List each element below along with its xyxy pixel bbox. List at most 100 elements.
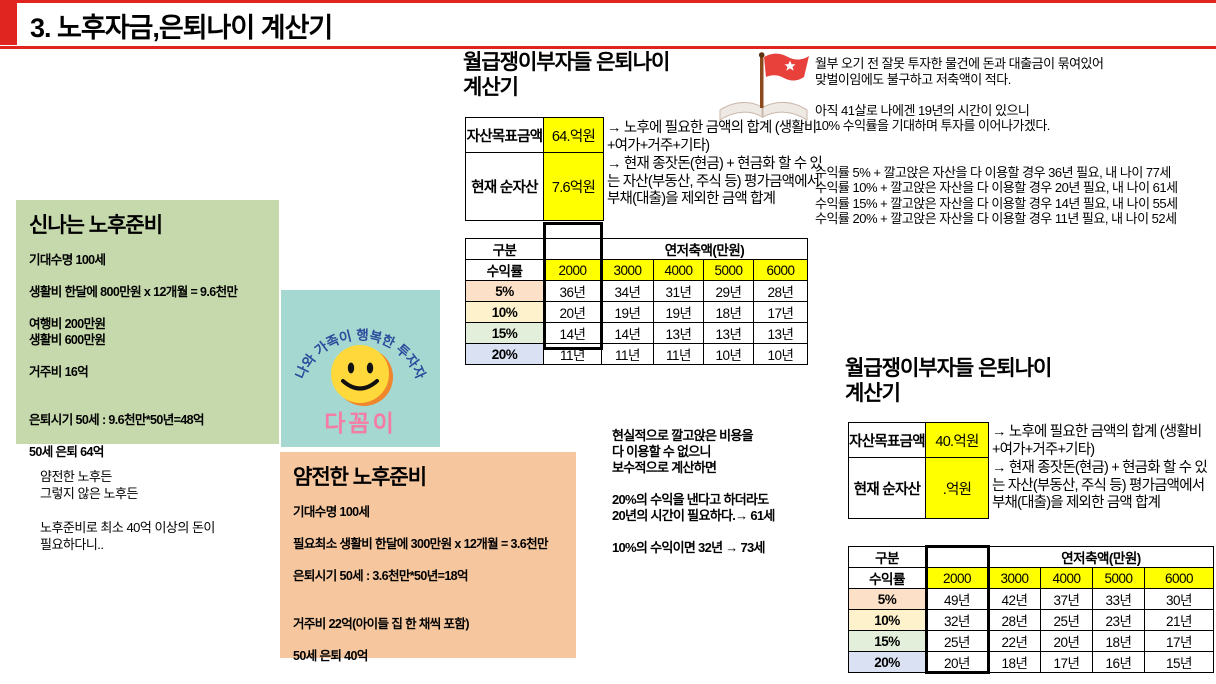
year-cell[interactable]: 14년	[543, 322, 602, 344]
text-line: 50세 은퇴 64억	[29, 445, 104, 459]
savings-col-header[interactable]: 3000	[601, 259, 654, 281]
year-cell[interactable]: 28년	[988, 609, 1041, 631]
text-line: 현실적으로 깔고앉은 비용을	[612, 428, 754, 443]
smiley-face-icon	[331, 345, 393, 406]
year-cell[interactable]: 16년	[1092, 651, 1145, 673]
text-line	[293, 632, 563, 648]
text-line: 은퇴시기 50세 : 9.6천만*50년=48억	[29, 413, 205, 427]
page-title: 3. 노후자금,은퇴나이 계산기	[30, 13, 333, 43]
asset-goal-label: 자산목표금액	[465, 117, 544, 153]
savings-col-header[interactable]: 2000	[543, 259, 602, 281]
calc2-title-line2: 계산기	[845, 382, 901, 405]
year-cell[interactable]: 28년	[753, 280, 808, 302]
savings-years-table-2: 구분 연저축액(만원) 수익률 2000 3000 4000 5000 6000…	[848, 546, 1214, 673]
year-cell[interactable]: 37년	[1040, 588, 1093, 610]
year-cell[interactable]: 22년	[988, 630, 1041, 652]
year-cell[interactable]: 17년	[1040, 651, 1093, 673]
savings-col-header[interactable]: 2000	[925, 567, 989, 589]
selected-empty-cell[interactable]	[925, 546, 989, 568]
text-line: 얌전한 노후든	[40, 469, 112, 484]
text-line	[293, 600, 563, 616]
year-cell[interactable]: 20년	[925, 651, 989, 673]
calc1-asset-table: 자산목표금액 64.억원 현재 순자산 7.6억원	[465, 117, 604, 221]
text-line	[40, 502, 290, 519]
savings-col-header[interactable]: 5000	[1092, 567, 1145, 589]
orange-box-title: 얌전한 노후준비	[293, 466, 427, 489]
text-line: 노후준비로 최소 40억 이상의 돈이	[40, 520, 215, 535]
text-line: 맞벌이임에도 불구하고 저축액이 적다.	[815, 71, 1011, 87]
year-cell[interactable]: 34년	[601, 280, 654, 302]
savings-col-header[interactable]: 3000	[988, 567, 1041, 589]
asset-goal-value[interactable]: 64.억원	[543, 117, 604, 153]
year-cell[interactable]: 17년	[1144, 630, 1214, 652]
year-cell[interactable]: 11년	[543, 343, 602, 365]
savings-col-header[interactable]: 4000	[1040, 567, 1093, 589]
text-line	[29, 268, 266, 284]
year-cell[interactable]: 14년	[601, 322, 654, 344]
year-cell[interactable]: 21년	[1144, 609, 1214, 631]
year-cell[interactable]: 31년	[653, 280, 704, 302]
text-line	[29, 428, 266, 444]
net-asset-value[interactable]: 7.6억원	[543, 152, 604, 221]
year-cell[interactable]: 49년	[925, 588, 989, 610]
rate-header-cell: 수익률	[465, 259, 544, 281]
text-line: 기대수명 100세	[293, 505, 370, 519]
year-cell[interactable]: 13년	[753, 322, 808, 344]
year-cell[interactable]: 42년	[988, 588, 1041, 610]
selected-empty-cell[interactable]	[543, 238, 602, 260]
year-cell[interactable]: 33년	[1092, 588, 1145, 610]
left-note: 얌전한 노후든 그렇지 않은 노후든 노후준비로 최소 40억 이상의 돈이 필…	[40, 468, 290, 553]
rate-cell: 10%	[848, 609, 926, 631]
text-line: 50세 은퇴 40억	[293, 649, 368, 663]
text-line: 생활비 한달에 800만원 x 12개월 = 9.6천만	[29, 285, 238, 299]
year-cell[interactable]: 36년	[543, 280, 602, 302]
year-cell[interactable]: 20년	[543, 301, 602, 323]
text-line: 거주비 22억(아이들 집 한 채씩 포함)	[293, 617, 470, 631]
savings-col-header[interactable]: 6000	[1144, 567, 1214, 589]
year-cell[interactable]: 13년	[703, 322, 754, 344]
year-cell[interactable]: 10년	[703, 343, 754, 365]
year-cell[interactable]: 25년	[925, 630, 989, 652]
savings-years-table-1: 구분 연저축액(만원) 수익률 2000 3000 4000 5000 6000…	[465, 238, 808, 365]
rate-header-cell: 수익률	[848, 567, 926, 589]
text-line	[612, 524, 857, 540]
text-line	[29, 300, 266, 316]
savings-col-header[interactable]: 6000	[753, 259, 808, 281]
net-asset-label: 현재 순자산	[848, 457, 926, 519]
net-asset-value[interactable]: .억원	[925, 457, 989, 519]
year-cell[interactable]: 32년	[925, 609, 989, 631]
text-line	[293, 552, 563, 568]
text-line: 은퇴시기 50세 : 3.6천만*50년=18억	[293, 569, 469, 583]
text-line	[815, 87, 1216, 103]
savings-col-header[interactable]: 5000	[703, 259, 754, 281]
text-line: 수익률 10% + 깔고앉은 자산을 다 이용할 경우 20년 필요, 내 나이…	[815, 180, 1178, 195]
year-cell[interactable]: 30년	[1144, 588, 1214, 610]
text-line: 수익률 20% + 깔고앉은 자산을 다 이용할 경우 11년 필요, 내 나이…	[815, 211, 1177, 226]
year-cell[interactable]: 18년	[1092, 630, 1145, 652]
modest-retirement-box: 얌전한 노후준비 기대수명 100세 필요최소 생활비 한달에 300만원 x …	[280, 452, 576, 663]
text-line	[815, 149, 1216, 165]
year-cell[interactable]: 18년	[703, 301, 754, 323]
year-cell[interactable]: 18년	[988, 651, 1041, 673]
year-cell[interactable]: 19년	[601, 301, 654, 323]
year-cell[interactable]: 10년	[753, 343, 808, 365]
year-cell[interactable]: 11년	[653, 343, 704, 365]
rate-cell: 5%	[848, 588, 926, 610]
year-cell[interactable]: 25년	[1040, 609, 1093, 631]
calc2-section-title: 월급쟁이부자들 은퇴나이 계산기	[845, 356, 1052, 406]
year-cell[interactable]: 19년	[653, 301, 704, 323]
calc2-title-line1: 월급쟁이부자들 은퇴나이	[845, 357, 1052, 380]
year-cell[interactable]: 20년	[1040, 630, 1093, 652]
year-cell[interactable]: 17년	[753, 301, 808, 323]
savings-col-header[interactable]: 4000	[653, 259, 704, 281]
calc1-section-title: 월급쟁이부자들 은퇴나이 계산기	[463, 50, 670, 100]
year-cell[interactable]: 15년	[1144, 651, 1214, 673]
asset-goal-description: → 노후에 필요한 금액의 합계 (생활비+여가+거주+기타)	[992, 424, 1202, 458]
year-cell[interactable]: 29년	[703, 280, 754, 302]
year-cell[interactable]: 11년	[601, 343, 654, 365]
text-line: 필요최소 생활비 한달에 300만원 x 12개월 = 3.6천만	[293, 537, 549, 551]
year-cell[interactable]: 13년	[653, 322, 704, 344]
year-cell[interactable]: 23년	[1092, 609, 1145, 631]
asset-goal-value[interactable]: 40.억원	[925, 422, 989, 458]
banner-bottom-line	[0, 46, 1216, 49]
